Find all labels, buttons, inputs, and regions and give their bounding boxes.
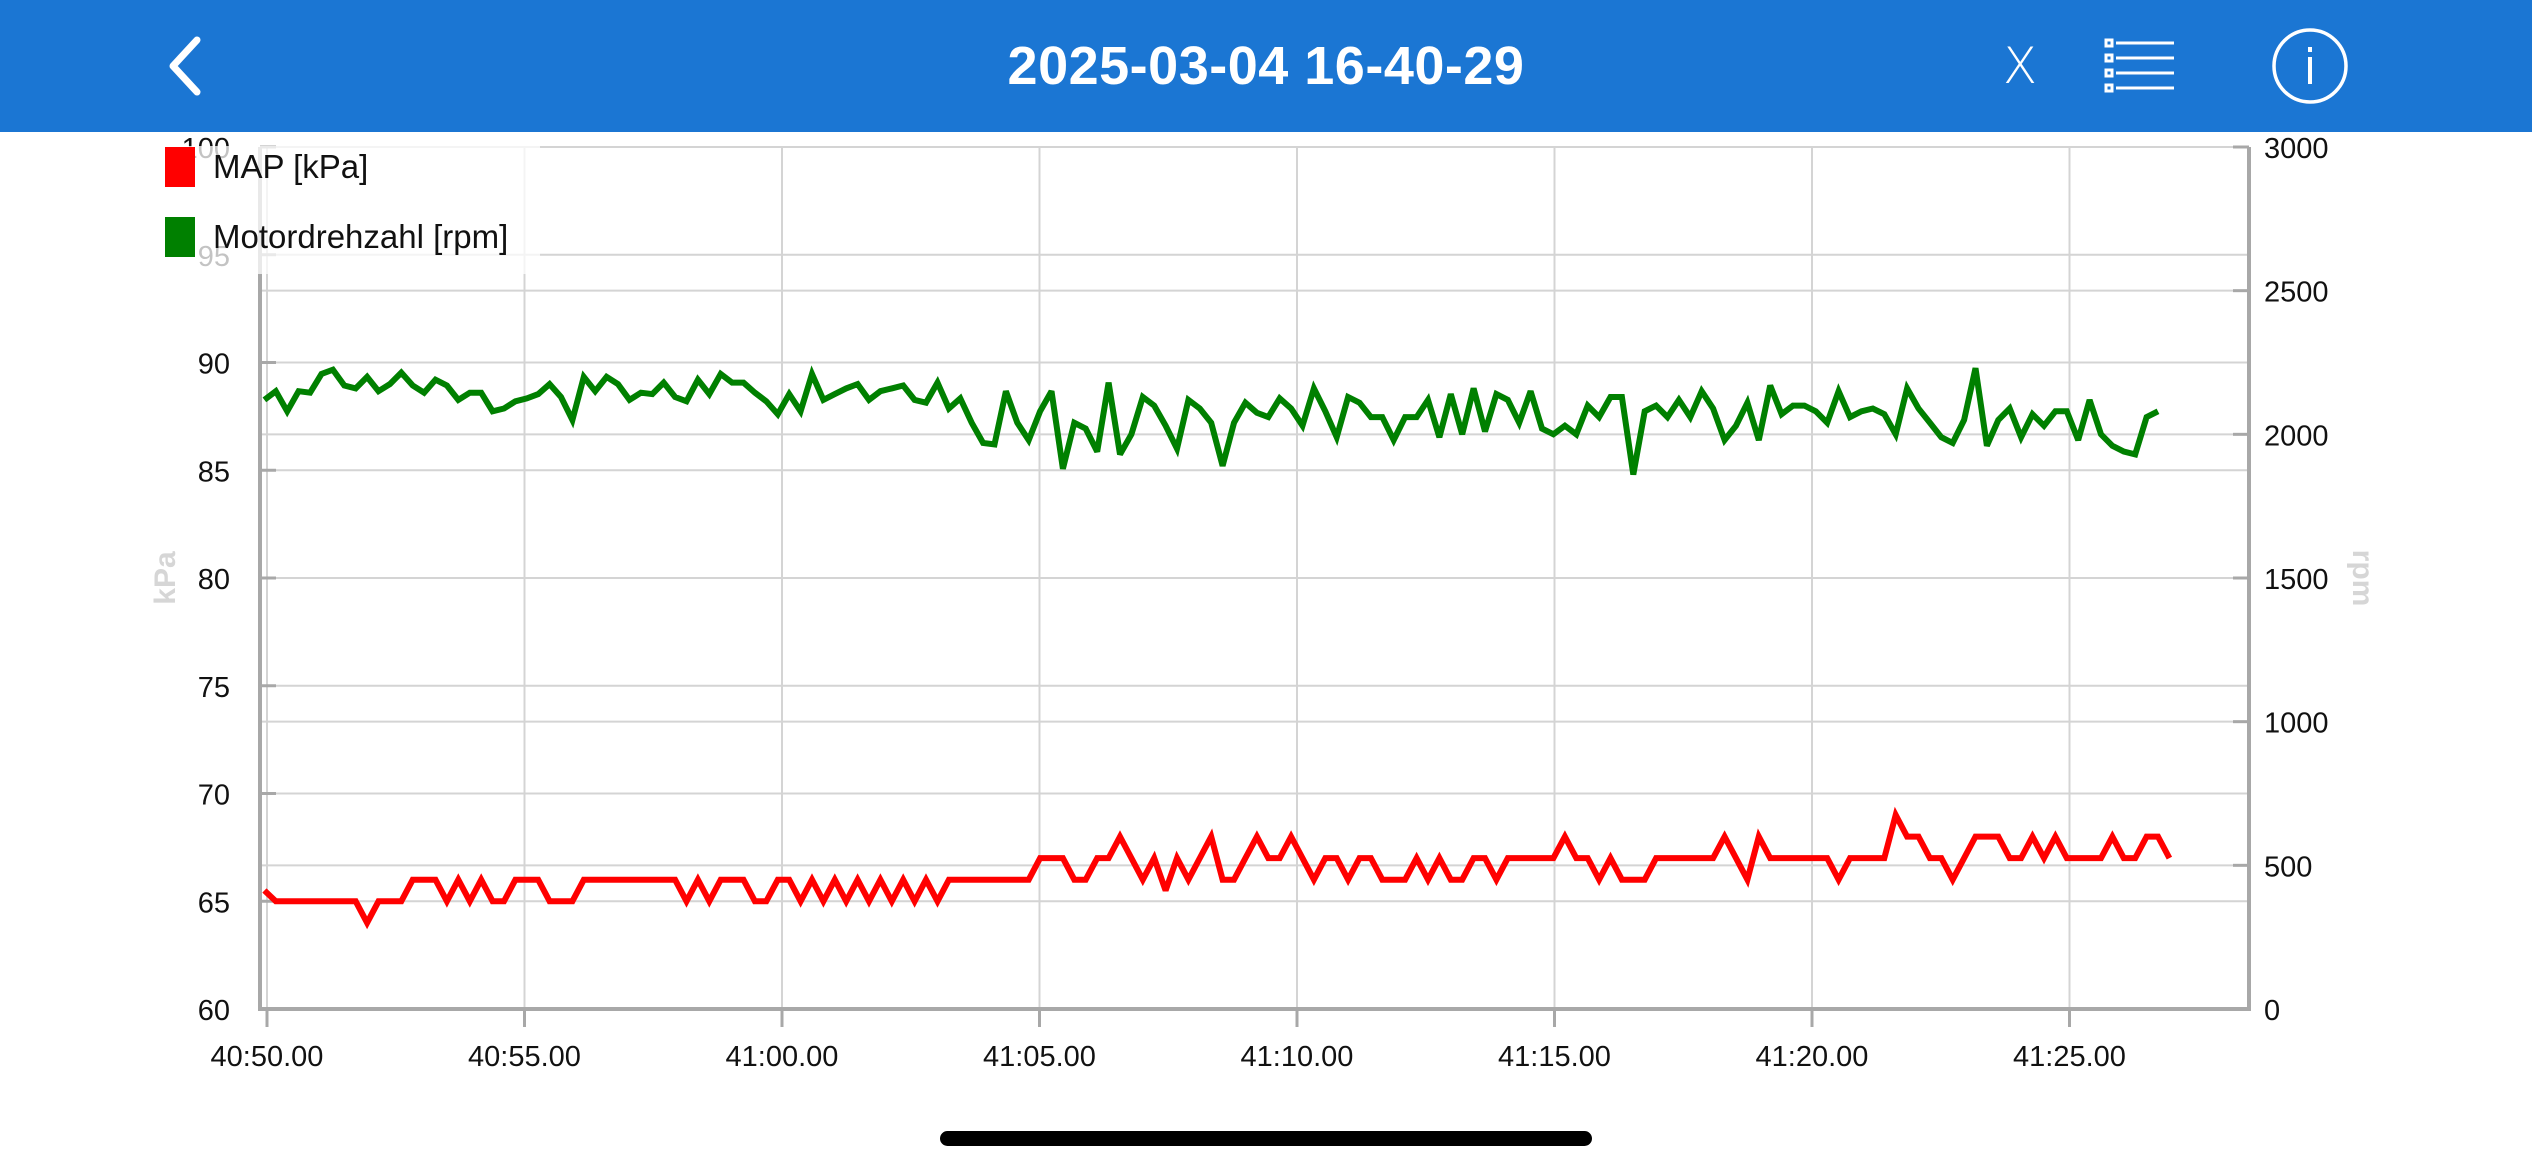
legend-swatch-map	[165, 147, 195, 187]
y-right-tick-label: 1000	[2264, 708, 2329, 740]
x-tick-label: 41:20.00	[1756, 1041, 1869, 1073]
x-tick-label: 41:05.00	[983, 1041, 1096, 1073]
x-tick-label: 41:15.00	[1498, 1041, 1611, 1073]
x-tick-label: 40:50.00	[211, 1041, 324, 1073]
close-icon: X	[2002, 37, 2038, 95]
y-left-tick-label: 65	[198, 887, 230, 919]
x-tick-label: 41:25.00	[2013, 1041, 2126, 1073]
legend-swatch-rpm	[165, 217, 195, 257]
chart-series	[262, 365, 2173, 930]
y-right-tick-label: 500	[2264, 851, 2312, 883]
back-button[interactable]	[150, 0, 220, 132]
y-left-tick-label: 70	[198, 780, 230, 812]
x-tick-label: 40:55.00	[468, 1041, 581, 1073]
legend-label-map: MAP [kPa]	[213, 148, 368, 185]
y-left-tick-label: 85	[198, 456, 230, 488]
series-line	[262, 806, 2173, 930]
chevron-left-icon	[169, 36, 201, 96]
y-right-tick-label: 2000	[2264, 420, 2329, 452]
y-left-tick-label: 90	[198, 349, 230, 381]
home-indicator[interactable]	[940, 1131, 1592, 1146]
x-tick-label: 41:10.00	[1241, 1041, 1354, 1073]
y-right-tick-label: 2500	[2264, 277, 2329, 309]
close-button[interactable]: X	[1990, 0, 2050, 132]
y-left-tick-label: 75	[198, 672, 230, 704]
y-right-tick-label: 1500	[2264, 564, 2329, 596]
series-line	[262, 365, 2160, 476]
y-left-tick-label: 60	[198, 995, 230, 1027]
x-tick-label: 41:00.00	[726, 1041, 839, 1073]
y-axis-title-right: rpm	[2346, 550, 2379, 607]
y-right-tick-label: 0	[2264, 995, 2280, 1027]
list-button[interactable]	[2100, 0, 2180, 132]
y-axis-title-left: kPa	[149, 551, 182, 605]
legend-label-rpm: Motordrehzahl [rpm]	[213, 218, 508, 255]
chart-legend: MAP [kPa] Motordrehzahl [rpm]	[160, 146, 540, 274]
app-header: 2025-03-04 16-40-29 X	[0, 0, 2532, 132]
checklist-icon	[2104, 38, 2174, 93]
info-button[interactable]	[2260, 0, 2360, 132]
legend-item-map[interactable]: MAP [kPa]	[165, 147, 368, 187]
y-right-tick-label: 3000	[2264, 133, 2329, 165]
line-chart[interactable]: 6065707580859095100050010001500200025003…	[0, 132, 2532, 1170]
y-left-tick-label: 80	[198, 564, 230, 596]
page-title: 2025-03-04 16-40-29	[1007, 36, 1525, 96]
legend-item-rpm[interactable]: Motordrehzahl [rpm]	[165, 217, 508, 257]
info-circle-icon	[2272, 28, 2348, 104]
chart-axes	[258, 145, 2251, 1027]
